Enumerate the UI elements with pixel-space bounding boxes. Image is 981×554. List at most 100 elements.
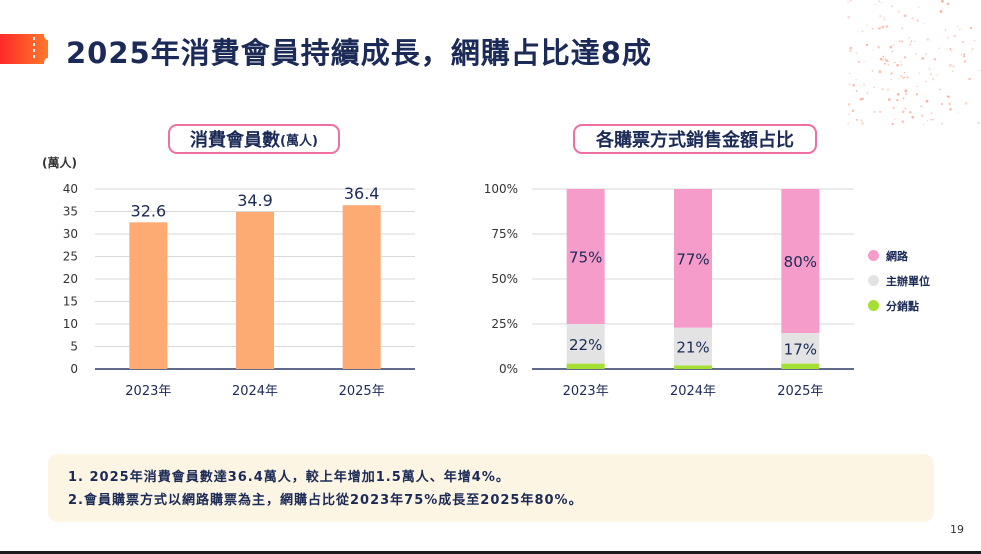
decor-dot — [940, 102, 944, 106]
y-tick-label: 40 — [63, 182, 78, 196]
decor-dot — [916, 85, 918, 88]
decor-dot — [929, 69, 931, 71]
decor-dot — [923, 22, 925, 25]
decor-dot — [925, 99, 929, 103]
decor-dot — [946, 36, 949, 39]
y-tick-label: 0 — [70, 362, 78, 376]
decor-dot — [866, 92, 869, 94]
decor-dot — [916, 19, 919, 22]
decor-dot — [851, 109, 855, 113]
y-tick-label: 5 — [70, 340, 78, 354]
legend-item-organizer: 主辦單位 — [868, 268, 930, 293]
legend-dot-organizer — [868, 275, 879, 286]
page-number: 19 — [950, 523, 964, 536]
decor-dot — [963, 60, 967, 63]
decor-dot — [961, 41, 964, 44]
decor-dot — [873, 111, 876, 113]
decor-dot — [877, 27, 880, 30]
decor-dot — [855, 118, 858, 121]
decor-dot — [956, 25, 959, 28]
bar-value-label: 32.6 — [131, 201, 167, 220]
decor-dot — [904, 107, 907, 110]
decor-dot — [938, 88, 941, 91]
bar-segment — [566, 324, 605, 364]
decor-dot — [904, 56, 907, 59]
decor-dot — [915, 93, 918, 96]
bar-segment — [781, 363, 820, 369]
decor-dot — [849, 0, 852, 2]
segment-value-label: 80% — [784, 253, 817, 271]
decor-dot — [911, 115, 914, 119]
decor-dot — [973, 39, 976, 42]
y-tick-label: 0% — [499, 362, 518, 376]
decor-dot — [908, 36, 911, 39]
note-1: 1. 2025年消費會員數達36.4萬人，較上年增加1.5萬人、年增4%。 — [68, 470, 510, 485]
legend-dot-online — [868, 250, 879, 261]
decor-dot — [847, 1, 849, 3]
decor-dot — [914, 40, 916, 43]
decor-dot — [903, 71, 906, 74]
decor-dot — [863, 83, 866, 86]
member-chart-title-text: 消費會員數 — [190, 130, 281, 151]
decor-dot — [897, 10, 900, 13]
decor-dot — [861, 30, 864, 33]
decor-dot — [898, 78, 900, 80]
y-tick-label: 25% — [491, 317, 518, 331]
decor-dot — [952, 65, 955, 68]
decor-dot — [887, 98, 891, 101]
decor-dot — [861, 122, 864, 125]
decor-dot — [929, 73, 933, 76]
decor-dot — [894, 118, 896, 120]
decor-dot — [891, 122, 894, 126]
member-chart-title: 消費會員數 (萬人) — [168, 124, 340, 154]
bar-segment — [674, 189, 712, 328]
ticket-share-chart: 0% 25% 50% 75% 100% 22% 75% 2023年 21% 77% 2024年 17%… — [484, 182, 854, 399]
x-tick-label: 2024年 — [232, 384, 278, 399]
decor-dot — [909, 45, 911, 47]
bar — [129, 222, 168, 369]
decor-dot — [969, 26, 973, 30]
decor-dot — [962, 55, 966, 58]
legend-dot-retail — [868, 300, 879, 311]
bar-segment — [566, 363, 605, 369]
bar-segment — [674, 327, 712, 366]
decor-dot — [930, 112, 933, 115]
decor-dot — [903, 76, 906, 79]
decor-dot — [881, 58, 885, 61]
decor-dot — [926, 38, 930, 41]
decor-dot — [857, 60, 860, 63]
note-2: 2.會員購票方式以網路購票為主，網購占比從2023年75%成長至2025年80%… — [68, 493, 583, 508]
decor-dot — [847, 122, 850, 125]
x-tick-label: 2023年 — [563, 384, 609, 399]
decor-dot — [932, 118, 935, 121]
decor-dot — [881, 88, 884, 90]
decor-dot — [889, 45, 893, 49]
decor-dot — [873, 86, 875, 89]
bar-segment — [566, 189, 605, 324]
decor-dot — [971, 47, 974, 51]
decor-dot — [951, 50, 953, 52]
decor-dot — [941, 8, 943, 10]
decor-dot — [892, 44, 895, 46]
decor-dot — [898, 40, 901, 43]
legend-item-online: 網路 — [868, 243, 930, 268]
decor-dot — [855, 52, 858, 55]
decor-dot — [968, 77, 971, 81]
decor-dot — [926, 119, 929, 122]
x-tick-label: 2025年 — [339, 384, 385, 399]
decor-dot — [887, 88, 890, 91]
segment-value-label: 22% — [569, 336, 602, 354]
decor-dot — [885, 59, 888, 62]
decor-dot — [901, 120, 905, 124]
segment-value-label: 21% — [676, 339, 709, 357]
decor-dot — [892, 106, 895, 110]
decor-dot — [899, 61, 902, 63]
decor-dot — [887, 64, 889, 66]
y-tick-label: 10 — [63, 317, 78, 331]
decor-dot — [946, 2, 950, 6]
y-tick-label: 75% — [491, 227, 518, 241]
decor-dot — [909, 42, 912, 46]
decor-dot — [884, 57, 887, 59]
decor-dot — [872, 49, 874, 51]
